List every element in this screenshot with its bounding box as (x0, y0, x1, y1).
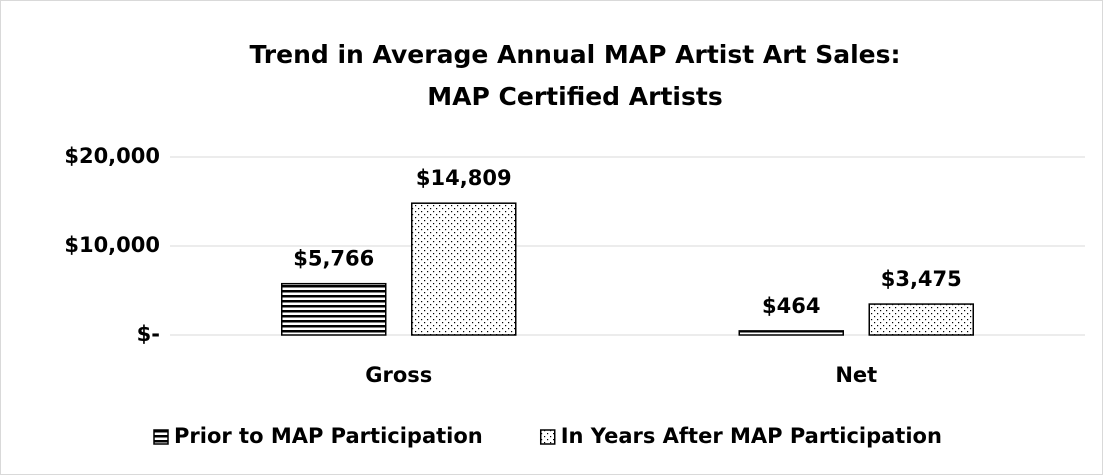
legend-label: Prior to MAP Participation (174, 424, 483, 448)
data-label: $14,809 (416, 166, 512, 190)
x-tick-label: Net (835, 363, 877, 387)
x-tick-label: Gross (365, 363, 432, 387)
data-label: $464 (762, 294, 820, 318)
bar (738, 330, 844, 336)
data-label: $3,475 (881, 267, 962, 291)
y-tick-label: $20,000 (64, 144, 160, 168)
legend-swatch (153, 429, 169, 445)
data-label: $5,766 (293, 247, 374, 271)
bar (411, 202, 517, 336)
legend-swatch (539, 429, 556, 445)
bar (281, 282, 387, 336)
y-tick-label: $- (137, 322, 160, 346)
chart-title: Trend in Average Annual MAP Artist Art S… (249, 40, 900, 69)
bar (868, 303, 974, 336)
y-tick-label: $10,000 (64, 233, 160, 257)
legend-label: In Years After MAP Participation (561, 424, 942, 448)
chart-title: MAP Certified Artists (427, 82, 722, 111)
